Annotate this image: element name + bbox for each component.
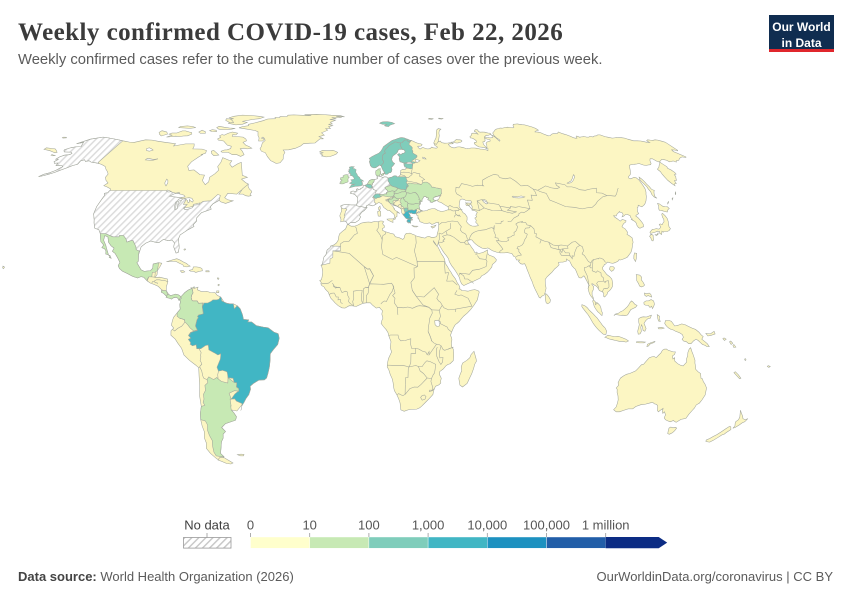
svg-text:10,000: 10,000 xyxy=(467,518,507,533)
svg-text:100: 100 xyxy=(358,518,380,533)
svg-text:1 million: 1 million xyxy=(582,518,630,533)
svg-text:10: 10 xyxy=(302,518,316,533)
svg-text:0: 0 xyxy=(247,518,254,533)
svg-text:No data: No data xyxy=(184,518,230,533)
svg-text:100,000: 100,000 xyxy=(523,518,570,533)
svg-text:1,000: 1,000 xyxy=(412,518,445,533)
